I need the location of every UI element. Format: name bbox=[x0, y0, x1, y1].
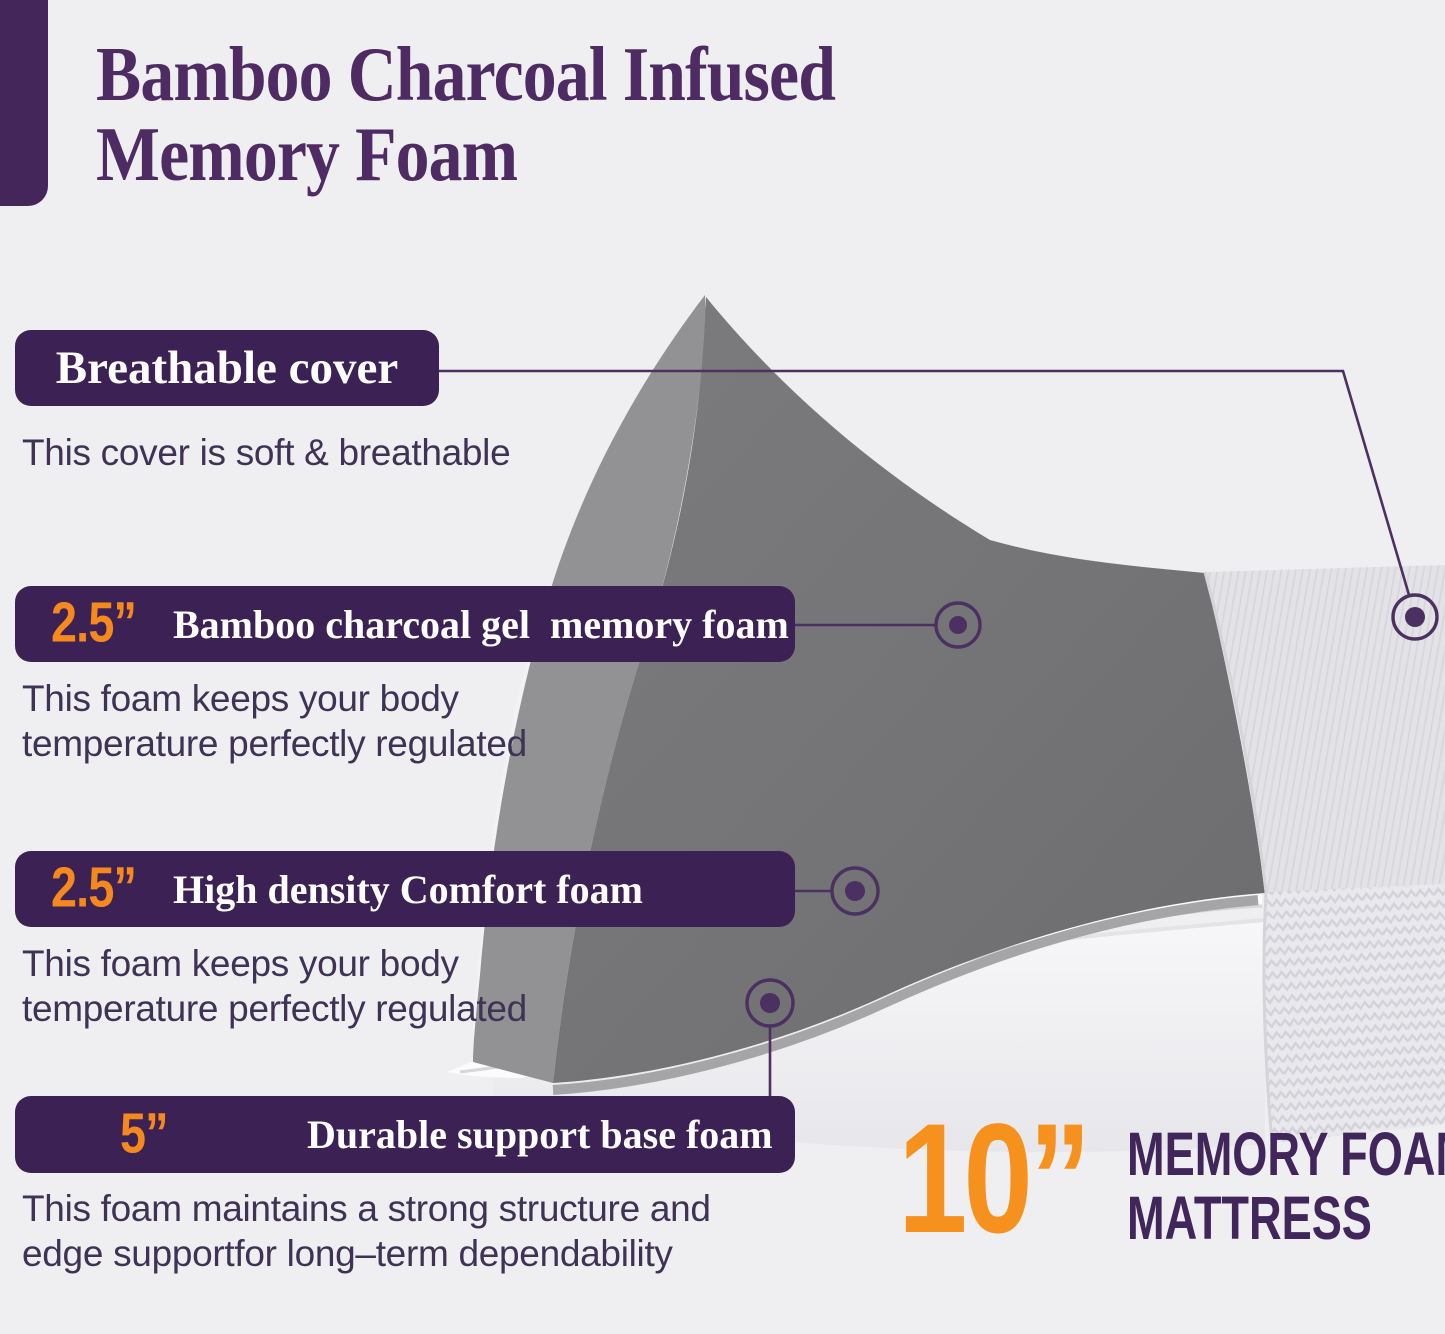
comfort-foam-description: This foam keeps your body temperature pe… bbox=[22, 941, 527, 1031]
callout-dot-comfort-foam-icon bbox=[830, 866, 880, 916]
cover-band-front bbox=[1264, 884, 1445, 1143]
breathable-cover-description-line1: This cover is soft & breathable bbox=[22, 432, 511, 473]
breathable-cover-description: This cover is soft & breathable bbox=[22, 430, 511, 475]
mattress-height-caption-line2: MATTRESS bbox=[1126, 1184, 1372, 1252]
mattress-height-caption-line1: MEMORY FOAM bbox=[1126, 1120, 1445, 1188]
base-foam-description-line2: edge supportfor long–term dependability bbox=[22, 1233, 673, 1274]
callout-dot-breathable-cover-icon bbox=[1391, 593, 1439, 641]
mattress-height-value: 10” bbox=[898, 1092, 1091, 1266]
callout-lines bbox=[438, 369, 1411, 1096]
cover-band-top bbox=[1205, 565, 1445, 892]
label-pill-comfort-foam: 2.5” High density Comfort foam bbox=[15, 851, 795, 927]
gel-memory-foam-size: 2.5” bbox=[51, 590, 137, 655]
page-title-line2: Memory Foam bbox=[96, 111, 518, 197]
page-title: Bamboo Charcoal Infused Memory Foam bbox=[96, 34, 936, 194]
gel-memory-foam-label: Bamboo charcoal gel memory foam bbox=[173, 601, 789, 647]
mattress-height-caption: MEMORY FOAM MATTRESS bbox=[1127, 1112, 1445, 1250]
corner-accent-bar bbox=[0, 0, 48, 206]
comfort-foam-description-line1: This foam keeps your body bbox=[22, 943, 459, 984]
comfort-foam-label: High density Comfort foam bbox=[173, 866, 643, 912]
gel-foam-edge-strip bbox=[552, 895, 1259, 1095]
cover-band-edge bbox=[1203, 571, 1274, 1144]
comfort-foam-size: 2.5” bbox=[51, 855, 137, 920]
base-foam-description: This foam maintains a strong structure a… bbox=[22, 1186, 711, 1276]
callout-dot-gel-foam-icon bbox=[934, 601, 982, 649]
gel-memory-foam-description: This foam keeps your body temperature pe… bbox=[22, 676, 527, 766]
callout-line-breathable-cover bbox=[438, 369, 1411, 596]
gel-memory-foam-description-line2: temperature perfectly regulated bbox=[22, 723, 527, 764]
base-foam-front bbox=[488, 922, 1265, 1153]
label-pill-breathable-cover: Breathable cover bbox=[15, 330, 439, 406]
label-pill-gel-memory-foam: 2.5” Bamboo charcoal gel memory foam bbox=[15, 586, 795, 662]
callout-markers bbox=[745, 593, 1439, 1028]
base-foam-description-line1: This foam maintains a strong structure a… bbox=[22, 1188, 711, 1229]
callout-dot-base-foam-icon bbox=[745, 978, 795, 1028]
base-foam-size: 5” bbox=[120, 1101, 169, 1166]
mattress-height-badge: 10” MEMORY FOAM MATTRESS bbox=[898, 1092, 1445, 1266]
comfort-foam-description-line2: temperature perfectly regulated bbox=[22, 988, 527, 1029]
gel-memory-foam-description-line1: This foam keeps your body bbox=[22, 678, 459, 719]
label-pill-base-foam: 5” Durable support base foam bbox=[15, 1096, 795, 1173]
base-foam-label: Durable support base foam bbox=[307, 1112, 773, 1157]
page-title-line1: Bamboo Charcoal Infused bbox=[96, 31, 836, 117]
breathable-cover-label: Breathable cover bbox=[55, 342, 399, 394]
